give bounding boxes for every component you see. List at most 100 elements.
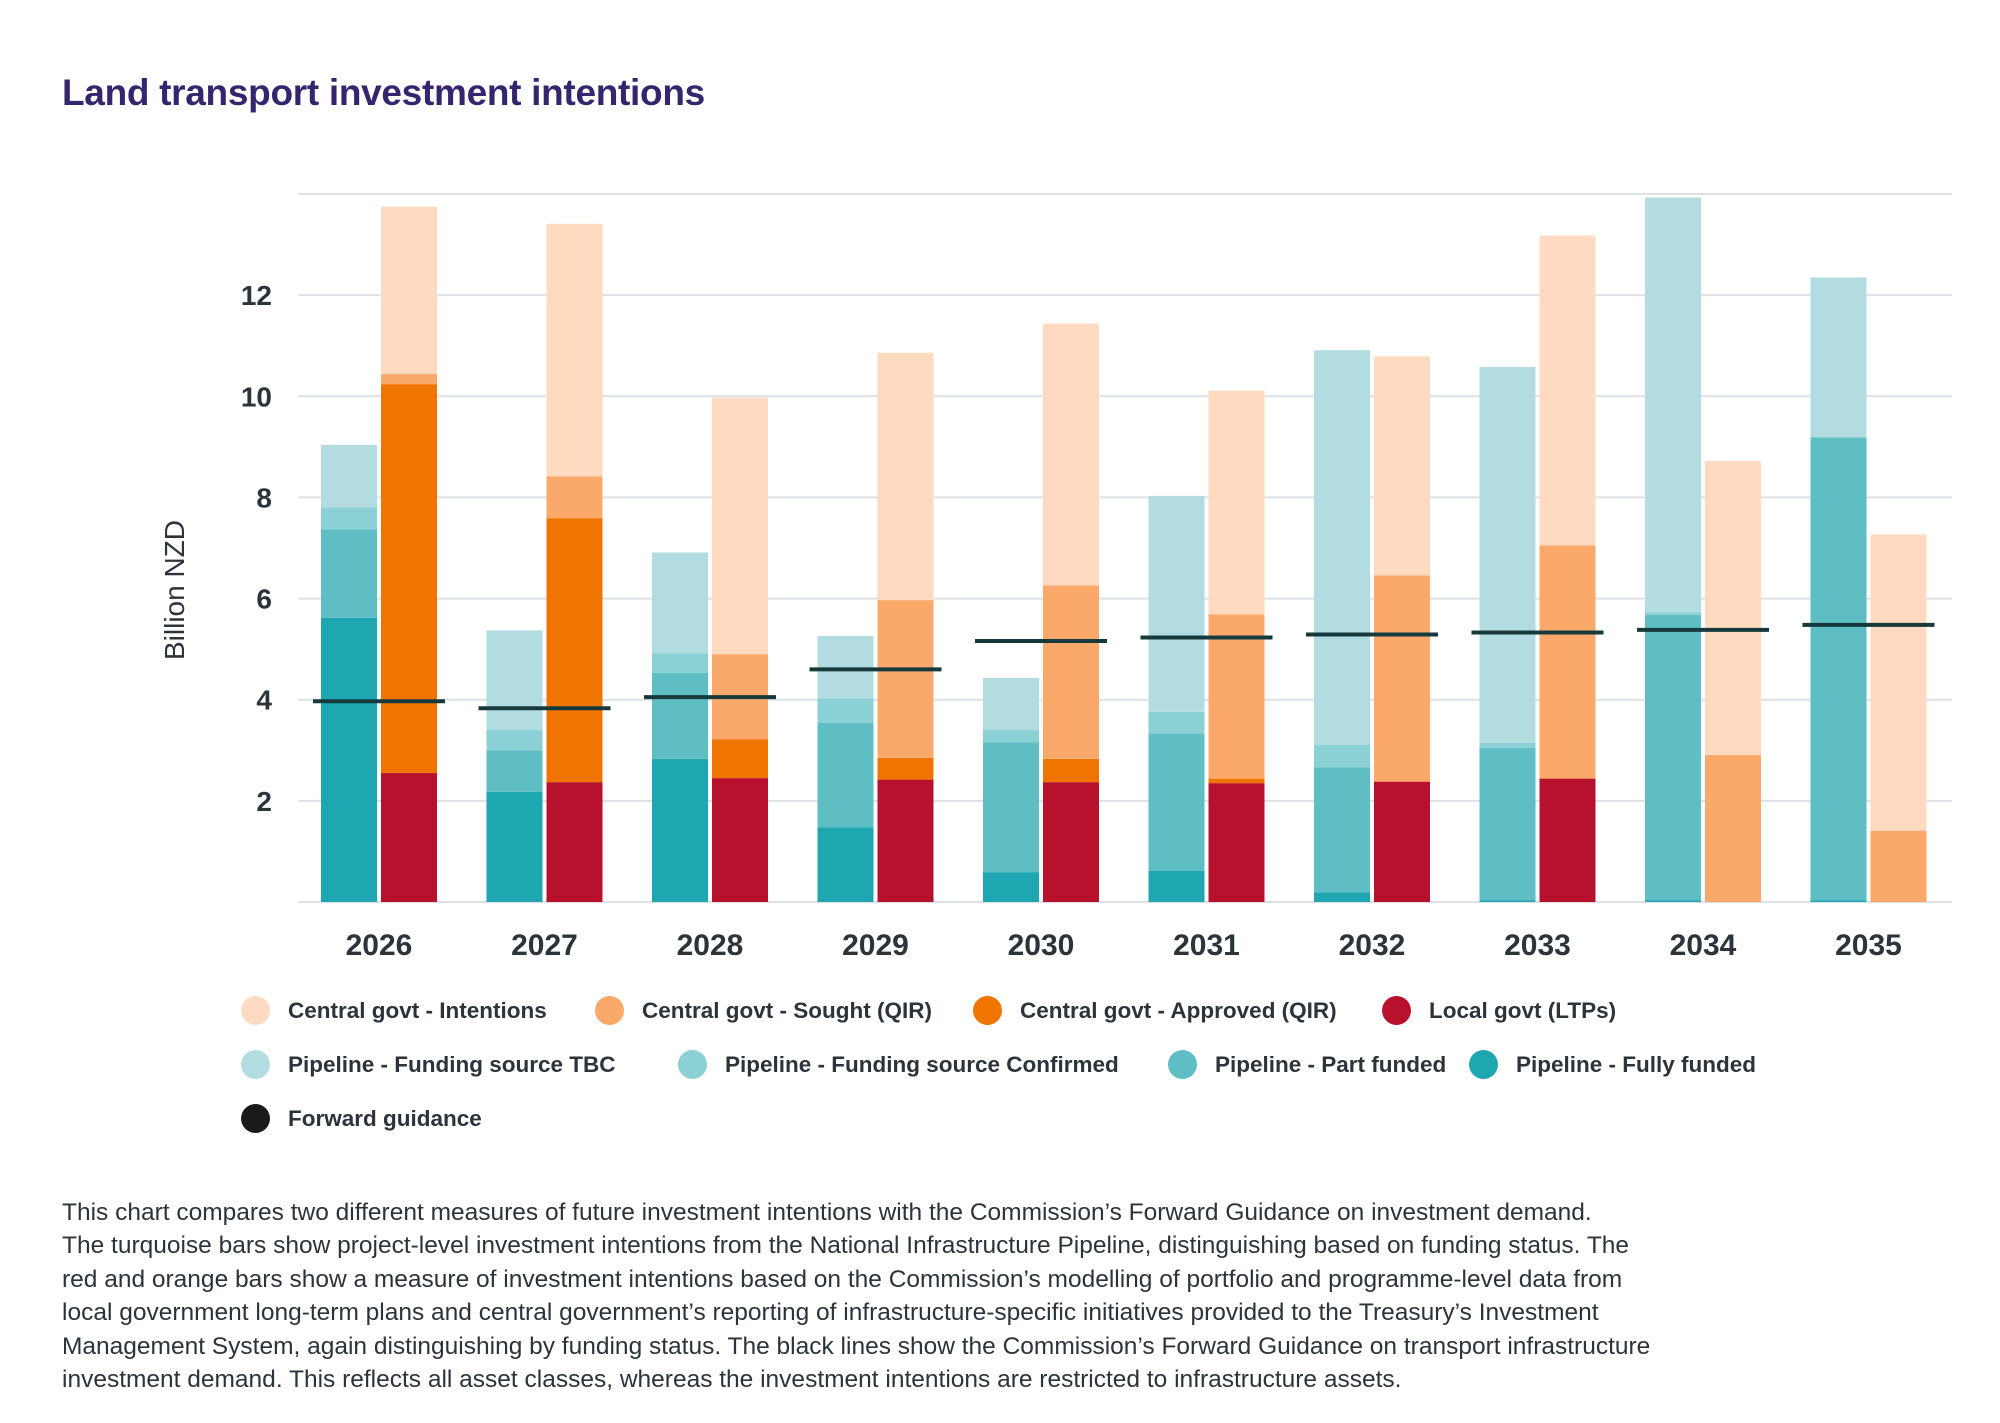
bar-segment bbox=[486, 630, 543, 731]
x-tick-label: 2031 bbox=[1173, 929, 1240, 962]
bar-segment bbox=[546, 223, 603, 477]
bar-segment bbox=[1043, 758, 1099, 783]
y-axis-ticks: 2 4 6 8 10 12 bbox=[241, 280, 273, 817]
caption-line: The turquoise bars show project-level in… bbox=[62, 1232, 1630, 1260]
bar-segment bbox=[1374, 356, 1430, 576]
x-tick-label: 2035 bbox=[1835, 929, 1902, 962]
bar-segment bbox=[1705, 754, 1761, 902]
bar-segment bbox=[1314, 744, 1370, 768]
legend-label: Local govt (LTPs) bbox=[1429, 998, 1617, 1023]
bar-segment bbox=[1314, 350, 1370, 745]
bar-segment bbox=[1043, 585, 1099, 759]
bar-segment bbox=[877, 600, 934, 758]
caption-line: This chart compares two different measur… bbox=[62, 1199, 1592, 1226]
bar-segment bbox=[877, 779, 934, 902]
legend-swatch-icon bbox=[678, 1050, 707, 1079]
legend-swatch-icon bbox=[241, 1050, 270, 1079]
chart-plot: 2 4 6 8 10 12 2026 2027 2028 2029 2030 2031 2032 203… bbox=[159, 193, 1952, 962]
bar-segment bbox=[817, 722, 874, 828]
bar-segment bbox=[381, 206, 437, 375]
legend-swatch-icon bbox=[973, 996, 1002, 1025]
bar-segment bbox=[877, 352, 934, 601]
bar-segment bbox=[1148, 711, 1205, 734]
bar-segment bbox=[1208, 783, 1265, 902]
bar-segment bbox=[1479, 747, 1536, 901]
bar-segment bbox=[983, 730, 1039, 743]
bar-segment bbox=[817, 635, 874, 699]
bar-segment bbox=[321, 444, 377, 508]
bar-segment bbox=[652, 758, 708, 902]
bar-segment bbox=[1148, 733, 1205, 871]
x-tick-label: 2027 bbox=[511, 929, 578, 962]
bar-segment bbox=[983, 872, 1039, 902]
bar-segment bbox=[652, 653, 708, 673]
forward-guidance-lines bbox=[313, 622, 1935, 711]
legend-label: Pipeline - Funding source TBC bbox=[288, 1052, 616, 1077]
bar-segment bbox=[1645, 612, 1701, 615]
x-tick-label: 2026 bbox=[346, 929, 413, 962]
bar-segment bbox=[1314, 767, 1370, 893]
bar-segment bbox=[486, 750, 543, 792]
bar-segment bbox=[817, 827, 874, 902]
x-tick-label: 2033 bbox=[1504, 929, 1571, 962]
bar-segment bbox=[381, 773, 437, 902]
y-tick-label: 8 bbox=[256, 482, 272, 513]
bar-segment bbox=[1148, 870, 1205, 902]
bar-segment bbox=[1479, 900, 1536, 902]
bar-segment bbox=[1810, 277, 1867, 438]
x-tick-label: 2029 bbox=[842, 929, 909, 962]
y-tick-label: 6 bbox=[256, 584, 272, 615]
bar-segment bbox=[652, 552, 708, 654]
y-axis-label: Billion NZD bbox=[159, 520, 190, 660]
bar-segment bbox=[1870, 830, 1927, 902]
x-tick-label: 2034 bbox=[1670, 929, 1737, 962]
bar-segment bbox=[1810, 900, 1867, 902]
bar-segment bbox=[321, 529, 377, 618]
bar-segment bbox=[1043, 782, 1099, 902]
caption-line: Management System, again distinguishing … bbox=[62, 1332, 1651, 1360]
x-tick-label: 2030 bbox=[1008, 929, 1075, 962]
y-tick-label: 10 bbox=[241, 381, 272, 412]
caption-line: investment demand. This reflects all ass… bbox=[62, 1366, 1402, 1394]
y-tick-label: 12 bbox=[241, 280, 272, 311]
bar-segment bbox=[546, 518, 603, 783]
y-tick-label: 4 bbox=[256, 685, 272, 716]
y-tick-label: 2 bbox=[256, 786, 272, 817]
bar-segment bbox=[817, 698, 874, 723]
legend-swatch-icon bbox=[595, 996, 624, 1025]
caption-line: local government long-term plans and cen… bbox=[62, 1299, 1599, 1327]
bar-segment bbox=[1705, 461, 1761, 755]
gridlines bbox=[298, 193, 1952, 903]
legend-label: Central govt - Intentions bbox=[288, 998, 547, 1023]
x-tick-label: 2028 bbox=[677, 929, 744, 962]
legend-label: Pipeline - Part funded bbox=[1215, 1052, 1447, 1077]
legend-swatch-icon bbox=[1168, 1050, 1197, 1079]
bar-segment bbox=[1539, 778, 1596, 902]
bar-segment bbox=[877, 757, 934, 780]
bar-segment bbox=[1870, 534, 1927, 831]
bar-segment bbox=[983, 677, 1039, 731]
bar-segment bbox=[546, 476, 603, 519]
bars bbox=[321, 197, 1927, 902]
bar-segment bbox=[1645, 614, 1701, 901]
bar-segment bbox=[1208, 778, 1265, 784]
legend-label: Forward guidance bbox=[288, 1106, 482, 1131]
bar-segment bbox=[1539, 235, 1596, 546]
bar-segment bbox=[381, 384, 437, 774]
legend-swatch-icon bbox=[1382, 996, 1411, 1025]
bar-segment bbox=[1208, 390, 1265, 615]
bar-segment bbox=[486, 791, 543, 902]
bar-segment bbox=[1479, 366, 1536, 743]
legend-swatch-icon bbox=[1469, 1050, 1498, 1079]
bar-segment bbox=[1645, 197, 1701, 613]
bar-segment bbox=[983, 742, 1039, 873]
x-axis-ticks: 2026 2027 2028 2029 2030 2031 2032 2033 2034 2035 bbox=[346, 929, 1902, 962]
bar-segment bbox=[712, 739, 768, 779]
bar-segment bbox=[1374, 575, 1430, 782]
legend-swatch-icon bbox=[241, 996, 270, 1025]
bar-segment bbox=[652, 672, 708, 759]
bar-segment bbox=[1208, 614, 1265, 779]
legend-label: Central govt - Approved (QIR) bbox=[1020, 998, 1337, 1023]
bar-segment bbox=[546, 782, 603, 902]
